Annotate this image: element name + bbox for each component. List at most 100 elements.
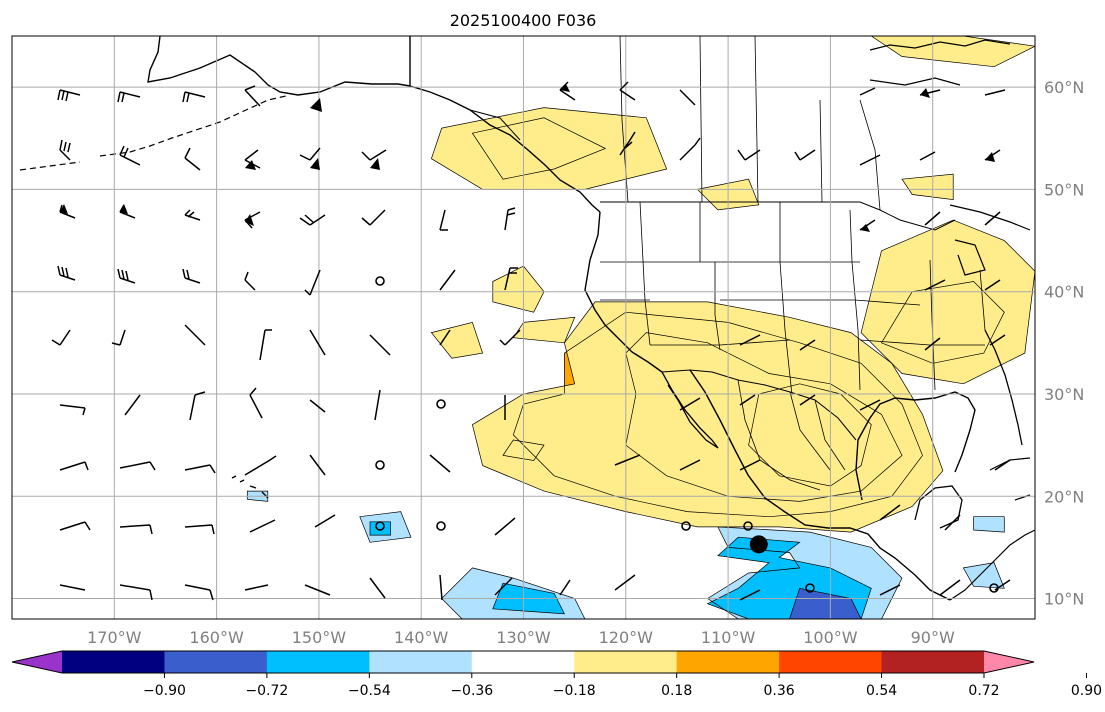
- wind-barb: [439, 574, 443, 601]
- anomaly-contour: [748, 383, 872, 487]
- canada-west-coast: [409, 85, 601, 213]
- wind-barb: [304, 269, 321, 296]
- wind-barb-flag: [245, 214, 254, 226]
- anomaly-contour: [880, 281, 1005, 364]
- colorbar-tick-label: −0.36: [450, 683, 493, 699]
- baja-california: [661, 371, 719, 449]
- wind-barb: [244, 584, 269, 591]
- anomaly-region: [370, 521, 391, 536]
- calm-wind-circle: [375, 521, 385, 531]
- wind-barb: [117, 91, 141, 103]
- anomaly-contour: [973, 516, 1005, 533]
- longitude-tick-label: 150°W: [292, 628, 347, 647]
- wind-barb: [619, 81, 636, 101]
- wind-barb: [504, 267, 518, 291]
- wind-barb: [924, 211, 941, 226]
- anomaly-contour: [706, 536, 872, 619]
- hudson-bay-coast: [869, 39, 1011, 86]
- us-state-borders: [600, 201, 986, 396]
- colorbar-segment: [881, 651, 985, 673]
- calm-wind-circle: [805, 583, 815, 593]
- wind-barb: [504, 207, 516, 231]
- wind-barb: [679, 137, 701, 161]
- wind-barb: [859, 87, 876, 96]
- colorbar-segment: [471, 651, 575, 673]
- wind-barb: [309, 399, 326, 413]
- aleutian-islands: [19, 95, 287, 171]
- latitude-tick-label: 60°N: [1044, 78, 1084, 97]
- longitude-tick-label: 140°W: [394, 628, 449, 647]
- colorbar-segment: [266, 651, 370, 673]
- calm-wind-circle: [989, 583, 999, 593]
- wind-barb: [117, 268, 136, 284]
- colorbar-tick-label: 0.18: [661, 683, 692, 699]
- wind-barb: [111, 329, 126, 346]
- latitude-tick-label: 50°N: [1044, 180, 1084, 199]
- colorbar-segment: [779, 651, 883, 673]
- colorbar-segment: [676, 651, 780, 673]
- longitude-tick-label: 130°W: [496, 628, 551, 647]
- colorbar-tick-label: 0.72: [968, 683, 999, 699]
- anomaly-region: [431, 322, 483, 359]
- us-canada-border: [600, 201, 956, 231]
- wind-barb: [361, 209, 386, 226]
- wind-barb: [184, 464, 216, 474]
- wind-barb-flag: [920, 88, 930, 98]
- anomaly-region: [789, 588, 862, 619]
- wind-barb: [119, 145, 141, 166]
- wind-barb: [59, 204, 76, 219]
- wind-barb: [924, 279, 946, 291]
- anomaly-region: [472, 301, 943, 533]
- wind-barb: [59, 404, 86, 416]
- wind-barb: [614, 574, 636, 591]
- colorbar-outline: [11, 650, 1035, 674]
- wind-barb: [57, 89, 81, 102]
- longitude-tick-labels: 170°W 160°W 150°W 140°W 130°W 120°W 110°W 100°W…: [87, 628, 955, 647]
- longitude-tick-label: 100°W: [803, 628, 858, 647]
- calm-wind-circle: [681, 521, 691, 531]
- anomaly-region: [492, 266, 544, 313]
- wind-barb: [679, 397, 701, 411]
- colorbar-tick-label: 0.36: [764, 683, 795, 699]
- wind-barb: [189, 391, 206, 421]
- wind-barb: [989, 334, 1006, 346]
- colorbar-tick-label: 0.54: [866, 683, 897, 699]
- anomaly-region: [902, 174, 954, 200]
- florida-east-coast: [984, 329, 1023, 446]
- calm-wind-circle: [436, 521, 446, 531]
- wind-barb: [59, 139, 71, 161]
- wind-barb: [879, 504, 901, 521]
- wind-barb: [244, 455, 277, 476]
- wind-barb: [924, 337, 941, 351]
- colorbar-tick-label: −0.72: [245, 683, 288, 699]
- longitude-tick-label: 160°W: [189, 628, 244, 647]
- wind-barb-flag: [860, 224, 870, 232]
- anomaly-contour: [369, 521, 391, 536]
- wind-barb: [859, 154, 881, 166]
- wind-barb: [799, 394, 816, 406]
- longitude-tick-label: 110°W: [701, 628, 756, 647]
- anomaly-contour: [359, 511, 412, 543]
- map-frame: [11, 35, 1036, 620]
- wind-barb: [249, 387, 263, 419]
- colorbar-segment: [62, 651, 166, 673]
- latitude-tick-label: 20°N: [1044, 487, 1084, 506]
- wind-barb: [794, 149, 816, 161]
- wind-barb: [739, 459, 761, 471]
- wind-barb: [374, 389, 381, 421]
- wind-barb: [184, 524, 215, 535]
- colorbar-segment: [369, 651, 473, 673]
- anomaly-region: [513, 317, 575, 343]
- wind-barb: [182, 91, 206, 103]
- wind-barb: [737, 149, 761, 161]
- wind-barb: [494, 577, 513, 596]
- anomaly-region: [871, 36, 1035, 67]
- anomaly-contour: [492, 582, 565, 615]
- colorbar-segment: [164, 651, 268, 673]
- wind-barb: [369, 577, 386, 599]
- calm-wind-circle: [375, 460, 385, 470]
- wind-barb: [879, 584, 901, 596]
- calm-wind-circle: [375, 276, 385, 286]
- gridlines: [12, 36, 1035, 619]
- wind-barb: [439, 209, 448, 231]
